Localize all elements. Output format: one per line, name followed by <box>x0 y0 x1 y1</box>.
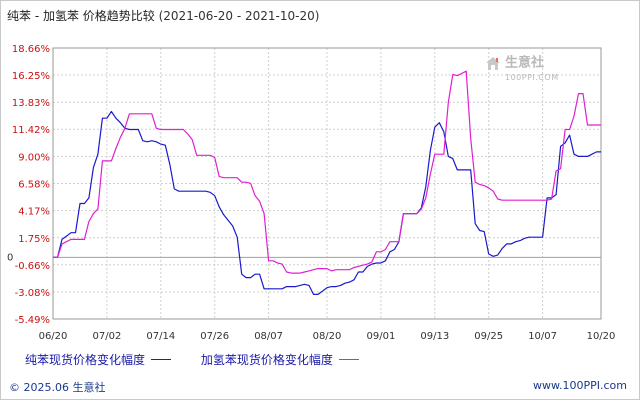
y-tick-label: 1.75% <box>18 234 50 245</box>
y-tick-label: 4.17% <box>18 207 50 218</box>
watermark-site: 100PPI.COM <box>505 73 559 82</box>
x-tick-label: 09/25 <box>474 331 503 342</box>
axes <box>52 47 602 320</box>
y-tick-label: -5.49% <box>15 315 50 326</box>
x-tick-label: 07/02 <box>92 331 121 342</box>
watermark-logo: 生意社 100PPI.COM <box>485 55 559 84</box>
y-tick-label: 18.66% <box>12 44 50 55</box>
x-tick-label: 06/20 <box>39 331 68 342</box>
y-tick-label: -3.08% <box>15 288 50 299</box>
footer-url[interactable]: www.100PPI.com <box>533 379 627 392</box>
series-line-hydro-benzene <box>53 70 601 274</box>
footer-copyright: © 2025.06 生意社 <box>9 381 106 394</box>
chart-title-main: 纯苯 - 加氢苯 价格趋势比较 <box>7 9 155 23</box>
y-tick-label: 9.00% <box>18 152 50 163</box>
y-zero-label: 0 <box>7 252 13 263</box>
legend-item-benzene: 纯苯现货价格变化幅度 <box>25 351 172 368</box>
series-lines <box>53 70 601 295</box>
legend-item-hydro-benzene: 加氢苯现货价格变化幅度 <box>201 351 359 368</box>
chart-title: 纯苯 - 加氢苯 价格趋势比较 (2021-06-20 - 2021-10-20… <box>7 7 319 24</box>
y-tick-label: 16.25% <box>12 71 50 82</box>
x-tick-label: 10/20 <box>587 331 616 342</box>
y-tick-label: 6.58% <box>18 180 50 191</box>
x-tick-label: 09/01 <box>366 331 395 342</box>
house-logo-icon <box>486 57 500 70</box>
tick-labels: 18.66% 16.25% 13.83% 11.42% 9.00% 6.58% 4.17% 1… <box>7 44 615 342</box>
chart-title-range: (2021-06-20 - 2021-10-20) <box>158 9 320 23</box>
x-tick-label: 08/07 <box>254 331 283 342</box>
x-tick-label: 08/20 <box>313 331 342 342</box>
x-tick-label: 09/13 <box>420 331 449 342</box>
x-tick-label: 07/26 <box>200 331 229 342</box>
legend-label-hydro-benzene: 加氢苯现货价格变化幅度 <box>200 353 333 367</box>
legend-swatch-benzene <box>151 359 172 360</box>
y-tick-label: 11.42% <box>12 125 50 136</box>
y-tick-label: -0.66% <box>15 261 50 272</box>
y-tick-label: 13.83% <box>12 98 50 109</box>
grid <box>52 47 602 320</box>
legend-swatch-hydro-benzene <box>338 359 359 360</box>
legend-label-benzene: 纯苯现货价格变化幅度 <box>25 353 146 367</box>
x-tick-label: 10/07 <box>528 331 557 342</box>
plot-border <box>52 47 602 320</box>
watermark-brand: 生意社 <box>505 55 545 71</box>
legend: 纯苯现货价格变化幅度 加氢苯现货价格变化幅度 <box>25 351 385 368</box>
x-tick-label: 07/14 <box>146 331 175 342</box>
series-line-benzene <box>53 110 601 295</box>
